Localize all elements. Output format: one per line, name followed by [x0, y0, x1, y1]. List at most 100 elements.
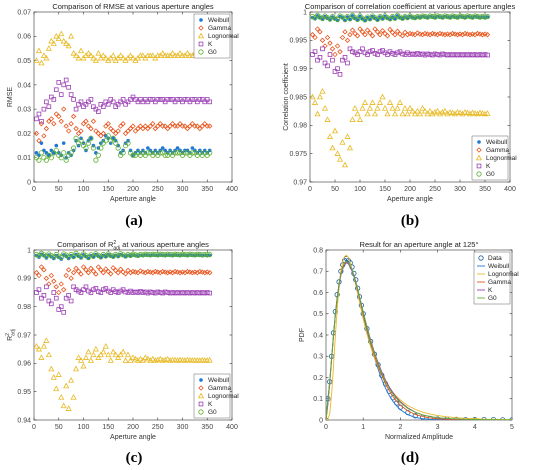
legend-label-g0: G0 [208, 49, 217, 56]
legend-marker-data [478, 255, 484, 261]
data-point [346, 144, 354, 151]
x-tick-label: 150 [379, 186, 391, 193]
data-point [459, 110, 466, 117]
data-point [125, 251, 131, 258]
data-point [449, 13, 456, 19]
data-point [437, 52, 443, 58]
data-point [65, 42, 72, 49]
data-point [395, 50, 400, 56]
data-point [73, 125, 79, 132]
data-point [70, 270, 77, 276]
data-point [76, 101, 81, 107]
data-point [107, 357, 114, 363]
data-point [167, 251, 173, 258]
data-point [149, 52, 156, 59]
data-point [103, 99, 109, 105]
data-point [457, 52, 463, 57]
data-point [359, 29, 366, 35]
data-point [157, 121, 163, 127]
data-point [354, 33, 361, 39]
data-point [53, 385, 60, 392]
chart-title-sup: 2 [113, 240, 116, 246]
data-point [95, 354, 102, 360]
data-point [185, 290, 190, 295]
legend-label-gamma: Gamma [488, 279, 512, 286]
x-tick-label: 0 [308, 186, 312, 193]
data-point [472, 13, 478, 19]
data-point [135, 99, 141, 105]
data-point [189, 121, 196, 127]
data-point [207, 99, 213, 105]
data-point [157, 251, 163, 257]
data-point [202, 121, 208, 127]
series-k [310, 46, 490, 77]
data-point [349, 116, 356, 122]
data-point [98, 145, 104, 151]
data-point [36, 272, 42, 279]
data-point [172, 290, 178, 296]
x-tick-label: 0 [32, 186, 36, 193]
data-point [87, 52, 94, 59]
x-tick-label: 1 [361, 424, 365, 431]
data-point [44, 99, 49, 105]
data-point [108, 97, 114, 102]
data-point [152, 251, 158, 258]
data-point [357, 26, 363, 32]
data-point [452, 13, 458, 20]
data-point [46, 104, 52, 110]
data-point [115, 145, 121, 151]
data-point [177, 121, 183, 127]
data-point [46, 298, 52, 304]
x-tick-label: 200 [127, 186, 139, 193]
data-point [470, 52, 475, 58]
y-axis-label: R2adj [5, 329, 17, 341]
data-point [409, 14, 416, 20]
data-point [120, 252, 126, 258]
data-point [337, 49, 343, 55]
data-point [187, 251, 193, 257]
data-point [88, 125, 94, 132]
data-point [372, 26, 378, 32]
data-point [75, 354, 82, 360]
data-point [123, 101, 128, 107]
data-point [60, 37, 67, 44]
data-point [135, 125, 141, 132]
data-point [140, 99, 146, 105]
data-point [367, 30, 373, 36]
y-axis-label: Correlation coefficient [283, 63, 290, 131]
data-point [349, 27, 356, 33]
y-tick-label: 0.6 [313, 290, 323, 297]
data-point [172, 99, 178, 105]
y-tick-label: 0.4 [313, 332, 323, 339]
data-point [93, 128, 99, 134]
x-axis-label: Aperture angle [110, 434, 156, 441]
data-point [197, 97, 203, 102]
y-tick-label: 0.7 [313, 269, 323, 276]
x-tick-label: 400 [504, 186, 516, 193]
data-point [179, 251, 186, 257]
data-point [128, 288, 133, 294]
data-point [110, 135, 116, 141]
data-point [43, 275, 50, 281]
data-point [81, 287, 86, 292]
data-point [108, 271, 114, 277]
data-point [310, 13, 316, 20]
data-point [162, 99, 168, 105]
data-point [155, 97, 161, 102]
data-point [401, 104, 409, 111]
data-point [431, 108, 439, 115]
data-point [394, 104, 401, 111]
data-point [53, 87, 59, 93]
data-point [75, 268, 82, 274]
data-point [75, 130, 82, 137]
data-point [406, 104, 414, 111]
legend-label-k: K [208, 41, 213, 48]
data-point [335, 66, 340, 71]
data-point [439, 14, 446, 20]
data-point [53, 284, 59, 290]
data-point [434, 13, 441, 19]
data-point [372, 51, 378, 56]
data-point [85, 348, 92, 355]
y-tick-label: 0.8 [313, 247, 323, 254]
